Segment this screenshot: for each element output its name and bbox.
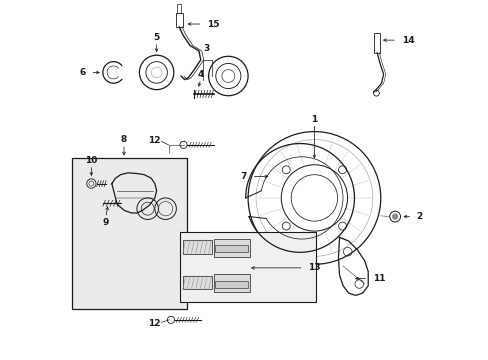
Text: 3: 3 [203, 44, 209, 53]
Text: 1: 1 [311, 115, 317, 124]
Text: 10: 10 [85, 157, 98, 166]
Text: 12: 12 [147, 319, 160, 328]
Bar [215, 245, 247, 252]
Text: 13: 13 [308, 264, 320, 273]
Bar [177, 4, 181, 13]
Text: 15: 15 [207, 19, 219, 28]
Bar [373, 33, 379, 53]
Bar [214, 239, 249, 257]
Text: 5: 5 [153, 33, 160, 42]
Text: 7: 7 [240, 172, 246, 181]
Bar [183, 276, 211, 289]
Text: 14: 14 [401, 36, 413, 45]
Bar [175, 13, 183, 27]
Text: 9: 9 [102, 218, 109, 227]
Text: 8: 8 [121, 135, 127, 144]
Bar [215, 281, 247, 288]
Circle shape [391, 214, 397, 220]
Text: 12: 12 [147, 136, 160, 145]
Text: 6: 6 [79, 68, 85, 77]
Text: 2: 2 [416, 212, 422, 221]
Bar [214, 274, 249, 292]
Text: 4: 4 [197, 70, 203, 79]
Bar [180, 232, 316, 302]
Bar [183, 240, 211, 253]
Bar [72, 158, 187, 309]
Text: 11: 11 [372, 274, 385, 283]
